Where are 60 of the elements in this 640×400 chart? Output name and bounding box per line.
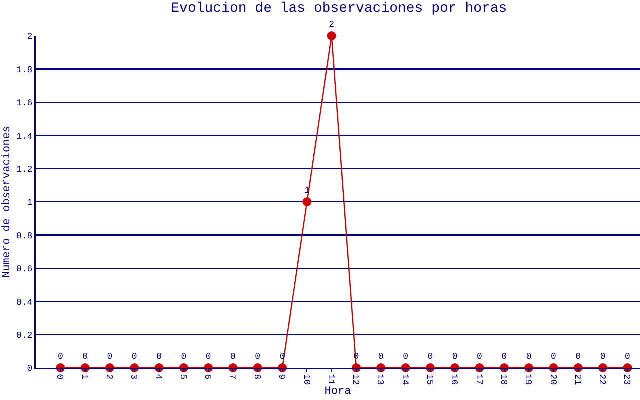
x-tick-label: 13 (375, 374, 386, 386)
y-tick-label: 0.6 (16, 264, 33, 275)
data-label: 0 (156, 352, 162, 362)
data-label: 0 (181, 352, 187, 362)
data-label: 0 (403, 352, 409, 362)
x-tick-label: 16 (449, 374, 460, 386)
data-label: 0 (132, 352, 138, 362)
data-label: 0 (378, 352, 384, 362)
data-label: 0 (551, 352, 556, 362)
y-tick-label: 1.4 (16, 132, 33, 142)
point (327, 32, 336, 40)
data-label: 0 (452, 352, 458, 362)
data-label: 0 (255, 352, 261, 362)
data-label: 0 (526, 352, 532, 362)
data-label: 0 (600, 352, 606, 362)
x-tick-label: 17 (474, 374, 484, 386)
x-tick-label: 23 (622, 374, 632, 386)
x-tick-label: 6 (202, 374, 213, 380)
x-tick-label: 15 (424, 374, 435, 386)
y-tick-label: 1.2 (16, 164, 33, 175)
data-label: 0 (58, 352, 64, 362)
data-label: 0 (624, 352, 630, 362)
data-label: 0 (576, 352, 582, 362)
data-label: 0 (477, 352, 482, 362)
x-tick-label: 3 (128, 374, 139, 380)
data-label: 0 (107, 352, 113, 362)
data-label: 0 (82, 352, 88, 362)
y-tick-label: 0.2 (16, 330, 33, 341)
x-tick-label: 12 (350, 374, 361, 386)
y-tick-label: 0.8 (16, 231, 33, 242)
x-tick-label: 20 (548, 374, 558, 386)
x-tick-label: 0 (54, 374, 65, 380)
y-tick-label: 1 (27, 198, 33, 208)
x-tick-label: 19 (523, 374, 534, 386)
x-tick-label: 8 (252, 374, 262, 380)
x-axis-title: Hora (324, 386, 352, 398)
chart-title: Evolucion de las observaciones por horas (171, 0, 508, 17)
data-label: 2 (329, 20, 335, 30)
data-label: 0 (428, 352, 434, 362)
x-tick-label: 21 (572, 374, 582, 386)
data-label: 0 (206, 352, 212, 362)
x-tick-label: 11 (326, 374, 336, 386)
x-tick-label: 22 (597, 374, 608, 386)
y-tick-label: 1.8 (16, 65, 33, 76)
data-label: 0 (502, 352, 508, 362)
x-tick-label: 14 (400, 374, 410, 386)
x-tick-label: 7 (227, 374, 238, 380)
y-tick-label: 2 (27, 32, 33, 42)
y-tick-label: 0.4 (16, 298, 33, 308)
data-label: 0 (230, 352, 236, 362)
y-axis-title: Numero de observaciones (1, 126, 14, 278)
x-tick-label: 5 (178, 374, 188, 380)
x-tick-label: 9 (276, 374, 287, 380)
point (302, 198, 312, 206)
x-tick-label: 10 (301, 374, 312, 386)
x-tick-label: 2 (104, 374, 114, 380)
x-tick-label: 4 (153, 374, 164, 380)
y-tick-label: 1.6 (16, 98, 33, 109)
x-tick-label: 1 (79, 374, 90, 380)
x-tick-label: 18 (498, 374, 508, 386)
